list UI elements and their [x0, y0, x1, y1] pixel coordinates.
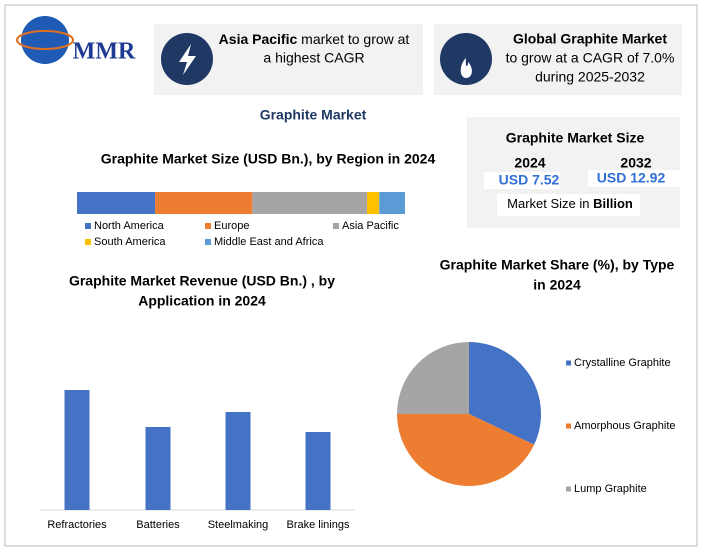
logo-globe [21, 16, 69, 64]
bolt-icon [179, 44, 196, 75]
card-text: to grow at a CAGR of 7.0% [506, 50, 675, 66]
legend-swatch [333, 223, 339, 229]
legend-swatch [566, 423, 571, 429]
bar-segment [367, 192, 380, 214]
bar-segment [77, 192, 156, 214]
size-value: USD 12.92 [597, 170, 666, 186]
x-tick-label: Steelmaking [208, 519, 269, 531]
chart-title: Graphite Market Size (USD Bn.), by Regio… [101, 151, 436, 167]
card-text: Asia Pacific market to grow at [219, 31, 410, 47]
legend-label: North America [94, 220, 165, 232]
chart-title: Graphite Market Revenue (USD Bn.) , by [69, 273, 335, 289]
bar-segment [155, 192, 253, 214]
chart-title: Application in 2024 [138, 293, 266, 309]
chart-title: Graphite Market Share (%), by Type [440, 257, 675, 273]
legend-label: South America [94, 236, 166, 248]
year: 2024 [514, 155, 545, 171]
legend-label: Lump Graphite [574, 483, 647, 495]
frame [4, 4, 698, 547]
logo-ring [16, 30, 74, 50]
main-title: Graphite Market [260, 107, 367, 123]
logo-text: MMR [73, 39, 136, 65]
unit-box [497, 194, 640, 216]
pie-slice [397, 414, 535, 486]
bar [145, 427, 171, 510]
pie-slice [469, 342, 541, 445]
legend-swatch [205, 223, 211, 229]
legend-label: Middle East and Africa [214, 236, 324, 248]
x-tick-label: Batteries [136, 519, 180, 531]
bar [225, 412, 251, 510]
legend-swatch [85, 223, 91, 229]
legend-swatch [566, 486, 571, 492]
x-tick-label: Brake linings [287, 519, 350, 531]
legend-label: Amorphous Graphite [574, 420, 676, 432]
size-value: USD 7.52 [499, 172, 560, 188]
legend-label: Europe [214, 220, 249, 232]
unit-text: Market Size in Billion [507, 196, 633, 211]
card-text: Global Graphite Market [513, 31, 667, 47]
pie-slice [397, 342, 469, 414]
icon [440, 33, 492, 85]
bar [305, 432, 331, 510]
year: 2032 [620, 155, 651, 171]
bar-segment [379, 192, 405, 214]
size-title: Graphite Market Size [506, 130, 645, 146]
chart-title: in 2024 [533, 277, 581, 293]
x-tick-label: Refractories [47, 519, 107, 531]
bar [64, 390, 90, 510]
value-box [484, 172, 560, 189]
legend-label: Crystalline Graphite [574, 357, 671, 369]
card-text: a highest CAGR [263, 50, 364, 66]
legend-swatch [205, 239, 211, 245]
card-text: during 2025-2032 [535, 69, 645, 85]
legend-swatch [566, 360, 571, 366]
bar-segment [252, 192, 368, 214]
legend-label: Asia Pacific [342, 220, 399, 232]
legend-swatch [85, 239, 91, 245]
value-box [588, 170, 680, 187]
flame-icon [460, 58, 472, 78]
